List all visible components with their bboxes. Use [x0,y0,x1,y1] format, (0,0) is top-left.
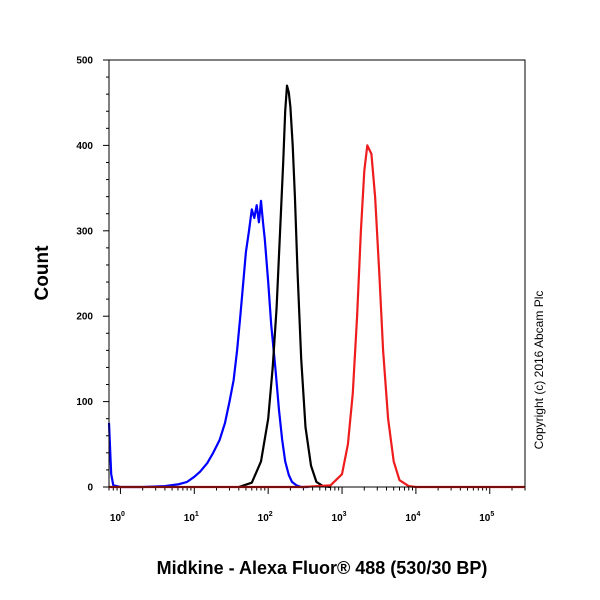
copyright-annotation: Copyright (c) 2016 Abcam Plc [532,291,546,450]
y-tick-label: 100 [76,397,93,408]
y-tick-label: 200 [76,312,93,323]
y-tick-label: 0 [87,483,93,494]
x-axis-title: Midkine - Alexa Fluor® 488 (530/30 BP) [157,558,488,578]
y-tick-label: 400 [76,141,93,152]
y-tick-label: 300 [76,226,93,237]
y-tick-label: 500 [76,56,93,67]
y-axis-title: Count [32,245,53,301]
